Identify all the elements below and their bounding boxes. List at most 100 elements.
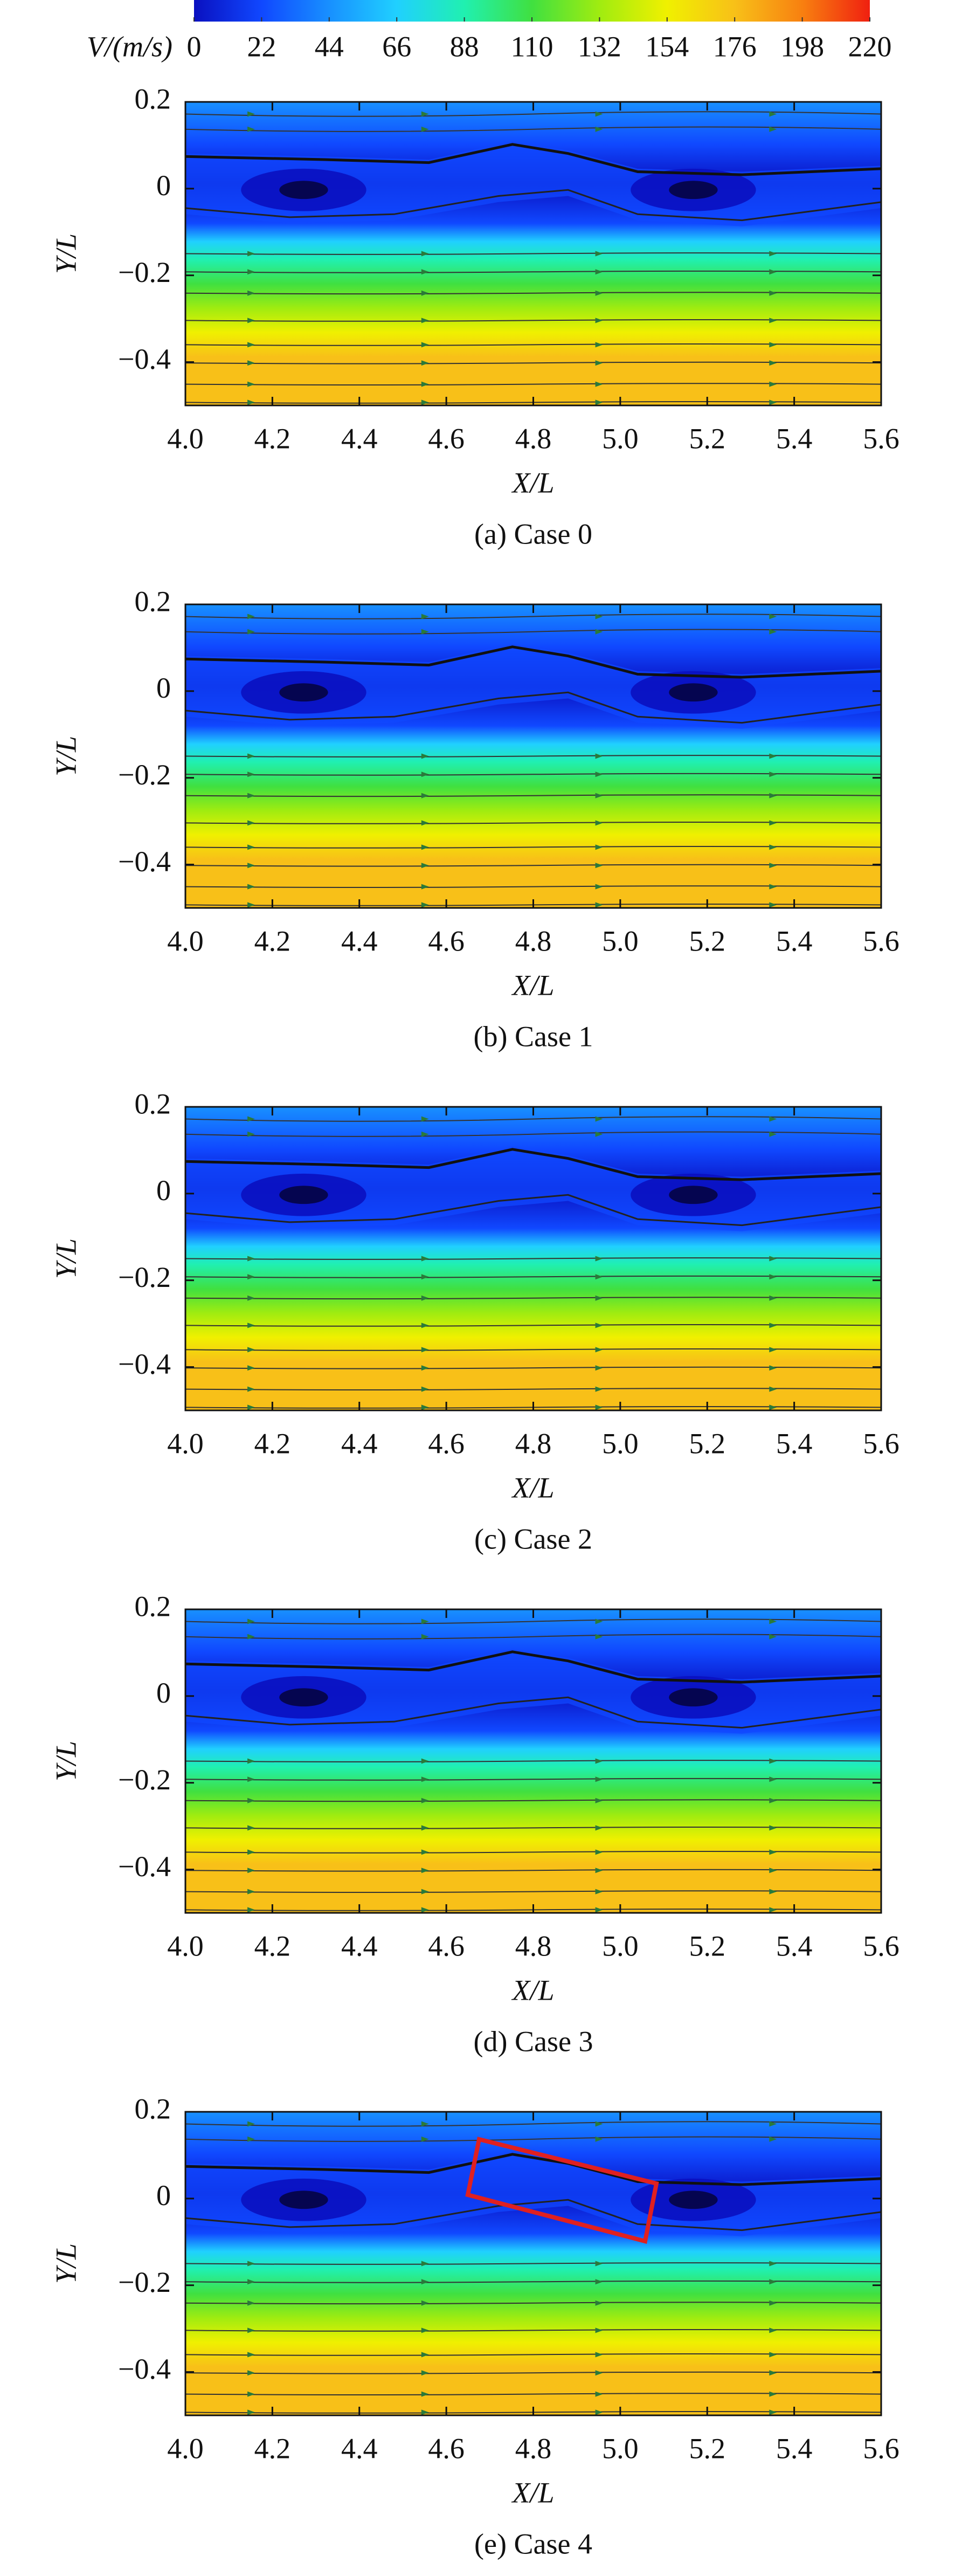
x-tick-label: 5.2 [689, 1427, 726, 1459]
stream-arrow [769, 902, 777, 908]
stream-arrow [769, 2136, 777, 2142]
stream-arrow [769, 269, 777, 275]
stream-arrow [595, 360, 603, 366]
stream-arrow [247, 318, 255, 323]
stream-arrow [595, 884, 603, 890]
stream-arrow [421, 772, 429, 777]
stream-arrow [769, 1618, 777, 1624]
stream-arrow [421, 1365, 429, 1371]
stream-arrow [247, 2409, 255, 2415]
stream-arrow [595, 2352, 603, 2358]
y-tick-label: −0.2 [118, 1764, 171, 1796]
x-tick-label: 4.2 [254, 925, 291, 957]
y-tick-label: −0.4 [118, 343, 171, 375]
vortex-core [279, 181, 328, 199]
stream-arrow [421, 2327, 429, 2333]
stream-arrow [595, 342, 603, 348]
stream-arrow [769, 1323, 777, 1328]
stream-arrow [595, 2121, 603, 2127]
stream-arrow [247, 2352, 255, 2358]
stream-arrow [421, 844, 429, 850]
colorbar-label: V/(m/s) [87, 30, 172, 63]
stream-arrow [421, 2370, 429, 2376]
stream-arrow [595, 2327, 603, 2333]
vortex-core [279, 1186, 328, 1204]
stream-arrow [247, 290, 255, 296]
shear-line [185, 2199, 881, 2231]
stream-arrow [247, 1274, 255, 1280]
y-tick-label: −0.2 [118, 2266, 171, 2298]
stream-arrow [595, 820, 603, 826]
y-tick-label: −0.4 [118, 845, 171, 878]
stream-arrow [769, 1889, 777, 1895]
stream-arrow [769, 381, 777, 387]
stream-arrow [247, 753, 255, 759]
stream-arrow [595, 1776, 603, 1782]
x-tick-label: 5.0 [602, 925, 639, 957]
x-tick-label: 5.4 [776, 1427, 813, 1459]
caption: (d) Case 3 [474, 2025, 593, 2057]
stream-arrow [421, 2279, 429, 2285]
stream-arrow [595, 844, 603, 850]
stream-arrow [421, 290, 429, 296]
stream-arrow [421, 820, 429, 826]
stream-arrow [595, 1131, 603, 1137]
caption: (e) Case 4 [474, 2527, 592, 2560]
stream-arrow [595, 290, 603, 296]
stream-arrow [421, 1404, 429, 1410]
stream-arrow [595, 1347, 603, 1353]
stream-arrow [421, 2136, 429, 2142]
stream-arrow [247, 2327, 255, 2333]
stream-arrow [247, 1868, 255, 1874]
stream-arrow [769, 753, 777, 759]
stream-arrow [421, 1295, 429, 1301]
y-tick-label: 0 [156, 2179, 171, 2212]
x-tick-label: 4.2 [254, 422, 291, 454]
stream-arrow [595, 1404, 603, 1410]
stream-arrow [769, 2121, 777, 2127]
stream-arrow [769, 251, 777, 257]
stream-arrow [421, 400, 429, 405]
stream-arrow [421, 902, 429, 908]
y-tick-label: 0.2 [135, 2092, 171, 2125]
x-tick-label: 4.8 [515, 1930, 552, 1962]
y-tick-label: 0.2 [135, 1590, 171, 1622]
stream-arrow [247, 126, 255, 132]
stream-arrow [247, 1116, 255, 1122]
vortex-core [669, 1186, 718, 1204]
stream-arrow [769, 1907, 777, 1913]
y-axis-label: Y/L [50, 736, 82, 776]
stream-arrow [595, 629, 603, 635]
stream-arrow [247, 1295, 255, 1301]
stream-arrow [769, 1131, 777, 1137]
stream-arrow [247, 2279, 255, 2285]
stream-arrow [421, 1323, 429, 1328]
stream-arrow [247, 1323, 255, 1328]
contour-field [185, 604, 881, 908]
x-tick-label: 4.2 [254, 1930, 291, 1962]
stream-arrow [595, 1323, 603, 1328]
x-tick-label: 5.0 [602, 1930, 639, 1962]
x-tick-label: 5.2 [689, 2432, 726, 2464]
x-tick-label: 4.6 [428, 422, 465, 454]
stream-arrow [421, 884, 429, 890]
x-tick-label: 4.2 [254, 2432, 291, 2464]
stream-arrow [421, 1889, 429, 1895]
stream-arrow [769, 1868, 777, 1874]
x-tick-label: 5.0 [602, 2432, 639, 2464]
stream-arrow [247, 863, 255, 869]
stream-arrow [421, 2261, 429, 2267]
x-axis-label: X/L [511, 1974, 554, 2006]
x-tick-label: 5.6 [863, 1930, 899, 1962]
stream-arrow [595, 1386, 603, 1392]
stream-arrow [595, 251, 603, 257]
stream-arrow [769, 2300, 777, 2306]
x-tick-label: 4.8 [515, 925, 552, 957]
y-tick-label: −0.2 [118, 256, 171, 288]
shear-line [185, 189, 881, 222]
x-tick-label: 4.8 [515, 2432, 552, 2464]
stream-arrow [595, 1295, 603, 1301]
x-axis-label: X/L [511, 466, 554, 499]
y-axis-label: Y/L [50, 2243, 82, 2284]
